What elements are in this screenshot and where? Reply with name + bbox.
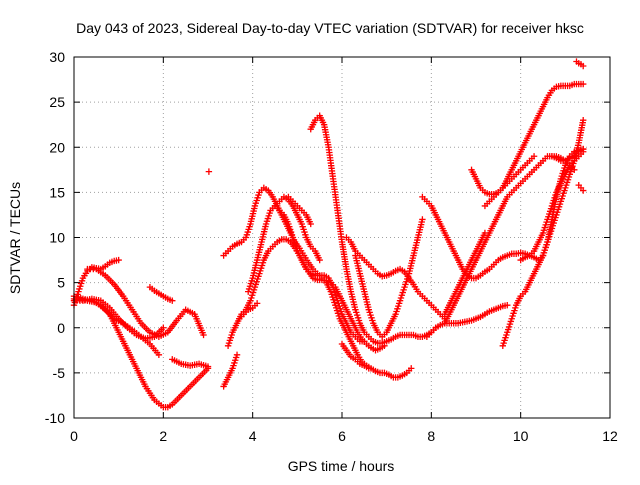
plot-frame [73,56,611,419]
data-point [580,80,587,88]
y-tick-label: 25 [49,94,65,110]
data-point [504,301,511,309]
x-tick-label: 0 [70,428,78,444]
y-tick-label: 5 [57,275,65,291]
data-point [200,331,207,339]
y-tick-label: 10 [49,230,65,246]
data-point [316,256,323,264]
data-point [160,324,167,331]
data-point [205,168,213,175]
data-point [408,365,415,372]
x-axis-label: GPS time / hours [288,458,395,474]
chart-title: Day 043 of 2023, Sidereal Day-to-day VTE… [76,20,584,36]
data-point [580,148,587,155]
data-point [155,351,163,359]
data-point [365,365,372,372]
y-tick-label: -10 [45,410,65,426]
x-tick-label: 10 [513,428,529,444]
data-point [253,300,261,307]
data-point [571,166,578,174]
x-tick-label: 4 [249,428,257,444]
data-points [70,58,587,411]
data-point [169,297,176,304]
y-tick-label: 0 [57,320,65,336]
data-point [361,338,368,345]
y-axis-label: SDTVAR / TECUs [7,182,23,294]
data-point [580,116,587,124]
data-point [580,62,587,70]
y-tick-label: 30 [49,49,65,65]
x-tick-label: 8 [427,428,435,444]
y-tick-label: 15 [49,184,65,200]
data-point [580,187,587,194]
data-point [419,216,426,223]
x-tick-label: 2 [159,428,167,444]
x-tick-label: 12 [602,428,618,444]
data-point [115,256,122,264]
y-tick-label: -5 [53,365,66,381]
data-point [481,229,489,237]
y-tick-label: 20 [49,139,65,155]
data-point [204,363,212,370]
data-point [530,153,538,160]
data-point [307,220,314,228]
x-tick-label: 6 [338,428,346,444]
data-point [233,351,241,359]
